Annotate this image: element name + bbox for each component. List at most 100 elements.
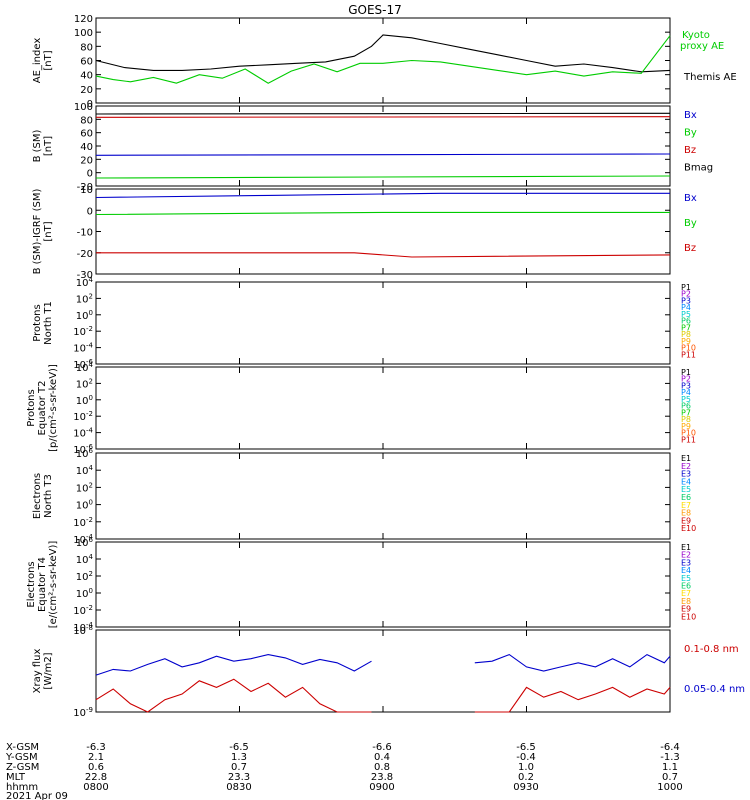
legend-proxy-ae: proxy AE (680, 41, 724, 52)
y-tick-label: -20 (77, 182, 93, 193)
y-tick-label: 10-6 (73, 443, 93, 456)
y-tick-label: 40 (80, 71, 93, 82)
ephemeris-value: 0.6 (88, 762, 104, 773)
legend-e6: E6 (681, 493, 691, 502)
ephemeris-label: Z-GSM (6, 762, 39, 773)
y-tick-label: 100 (74, 28, 93, 39)
y-tick-label: 100 (76, 394, 93, 407)
legend-p10: P10 (681, 344, 696, 353)
legend-e8: E8 (681, 597, 691, 606)
y-tick-label: 100 (74, 102, 93, 113)
legend-by: By (684, 218, 697, 229)
ephemeris-value: 0.2 (518, 772, 534, 783)
ephemeris-value: 1.1 (662, 762, 678, 773)
series-line-themis-ae (95, 34, 671, 73)
y-tick-label: 80 (80, 42, 93, 53)
y-tick-label: 0 (87, 99, 93, 110)
legend-p3: P3 (681, 381, 691, 390)
ephemeris-value: -6.5 (516, 742, 536, 753)
legend-e4: E4 (681, 477, 691, 486)
series-line-bz (95, 116, 671, 118)
y-tick-label: 102 (76, 570, 93, 583)
ephemeris-value: -6.6 (372, 742, 392, 753)
y-tick-label: 10-4 (73, 621, 93, 634)
legend-p4: P4 (681, 303, 691, 312)
series-line-by (95, 175, 671, 179)
legend-e3: E3 (681, 558, 691, 567)
legend-p8: P8 (681, 330, 691, 339)
panel-frame (95, 452, 671, 540)
panel-frame (95, 17, 671, 104)
legend-e5: E5 (681, 574, 691, 583)
legend-e9: E9 (681, 516, 691, 525)
legend-p7: P7 (681, 408, 691, 417)
ephemeris-label: hhmm (6, 782, 38, 793)
ephemeris-label: 2021 Apr 09 (6, 791, 68, 800)
y-tick-label: 102 (76, 481, 93, 494)
legend-e2: E2 (681, 462, 691, 471)
y-tick-label: 104 (76, 553, 94, 566)
legend-bx: Bx (684, 110, 697, 121)
y-tick-label: 80 (80, 115, 93, 126)
ephemeris-value: 23.8 (371, 772, 393, 783)
panel-bigrf: -30 -20 -10 0 10 B (SM)-IGRF (SM)[nT] Bx By Bz (32, 185, 697, 281)
y-tick-label: 10-4 (73, 427, 93, 440)
y-tick-label: 102 (76, 377, 93, 390)
legend-e5: E5 (681, 485, 691, 494)
y-tick-label: -20 (77, 249, 93, 260)
legend-e9: E9 (681, 605, 691, 614)
y-axis-label: B (SM)[nT] (32, 129, 54, 162)
y-tick-label: 10 (80, 185, 93, 196)
series-line-0-1-0-8-nm (95, 678, 671, 713)
y-tick-label: 10-2 (73, 604, 93, 617)
legend-p7: P7 (681, 323, 691, 332)
series-line-by (95, 211, 670, 216)
legend-e8: E8 (681, 509, 691, 518)
legend-bx: Bx (684, 193, 697, 204)
legend-themis-ae: Themis AE (683, 72, 737, 83)
y-tick-label: 0 (87, 206, 93, 217)
legend-by: By (684, 128, 697, 139)
ephemeris-value: 2.1 (88, 752, 104, 763)
y-tick-label: 104 (76, 361, 94, 374)
y-axis-label: ProtonsEquator T2[p/(cm²-s-sr-keV)] (26, 364, 59, 452)
y-tick-label: 10-9 (73, 706, 93, 719)
panel-electrons_t4: 10-4 10-2 100 102 104 106 ElectronsEquator T4[… (26, 536, 696, 634)
y-axis-label: AE_index[nT] (32, 38, 54, 84)
y-tick-label: 20 (80, 155, 93, 166)
legend-p8: P8 (681, 415, 691, 424)
y-tick-label: -30 (77, 270, 93, 281)
panel-protons_t1: 10-6 10-4 10-2 100 102 104 ProtonsNorth T1 P1P2… (32, 276, 696, 371)
legend-p5: P5 (681, 395, 691, 404)
legend-p2: P2 (681, 375, 691, 384)
panel-frame (95, 281, 671, 365)
y-axis-label: ElectronsEquator T4[e/(cm²-s-sr-keV)] (26, 541, 59, 629)
legend-e3: E3 (681, 470, 691, 479)
legend-e2: E2 (681, 551, 691, 560)
ephemeris-value: 0.7 (231, 762, 247, 773)
legend-e1: E1 (681, 454, 691, 463)
legend-p6: P6 (681, 402, 691, 411)
ephemeris-value: -1.3 (660, 752, 680, 763)
y-tick-label: -10 (77, 228, 93, 239)
series-line-bx (95, 192, 670, 199)
ephemeris-value: 0830 (226, 782, 251, 793)
legend-p9: P9 (681, 337, 691, 346)
ephemeris-value: -6.4 (660, 742, 680, 753)
panel-frame (95, 105, 671, 187)
legend-e10: E10 (681, 524, 696, 533)
ephemeris-value: 0800 (83, 782, 108, 793)
legend-p4: P4 (681, 388, 691, 397)
panel-protons_t2: 10-6 10-4 10-2 100 102 104 ProtonsEquator T2[p… (26, 361, 696, 456)
legend-p11: P11 (681, 350, 696, 359)
legend-bmag: Bmag (684, 163, 713, 174)
legend-p5: P5 (681, 310, 691, 319)
ephemeris-value: 1000 (657, 782, 682, 793)
ephemeris-label: MLT (6, 772, 26, 783)
y-tick-label: 120 (74, 14, 93, 25)
